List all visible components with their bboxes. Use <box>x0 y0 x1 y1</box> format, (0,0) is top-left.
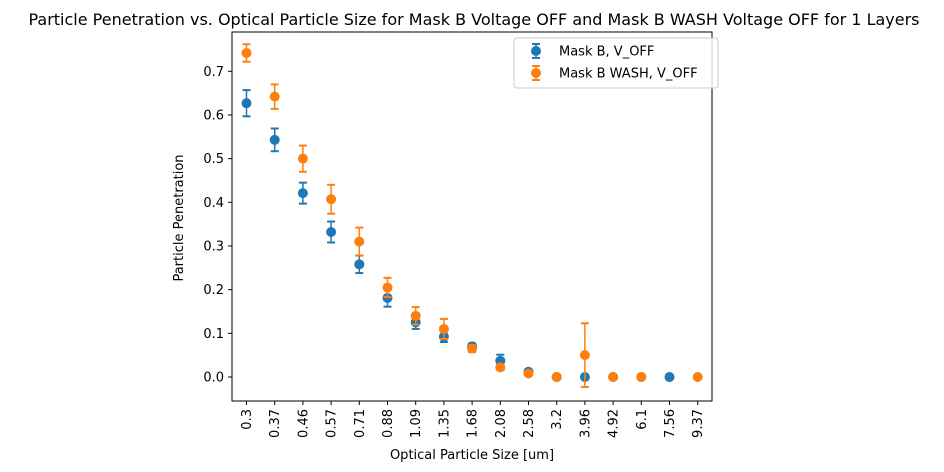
data-point <box>467 343 478 354</box>
y-tick-label: 0.5 <box>203 152 224 167</box>
data-point <box>410 310 421 321</box>
y-tick-label: 0.0 <box>203 370 224 385</box>
data-point <box>551 371 562 382</box>
legend-box <box>513 37 719 89</box>
x-tick-label: 0.37 <box>268 409 283 438</box>
y-tick-label: 0.4 <box>203 196 224 211</box>
data-point <box>354 236 365 247</box>
data-point <box>269 91 280 102</box>
data-point <box>326 227 337 238</box>
legend-label: Mask B WASH, V_OFF <box>559 67 698 82</box>
legend-marker <box>531 46 541 56</box>
legend-marker <box>531 68 541 78</box>
data-point <box>579 350 590 361</box>
series-1 <box>241 89 675 382</box>
data-point <box>297 153 308 164</box>
data-point <box>692 371 703 382</box>
data-point <box>495 362 506 373</box>
x-tick-label: 0.46 <box>296 409 311 438</box>
data-point <box>241 98 252 109</box>
x-tick-label: 1.68 <box>466 409 481 438</box>
y-tick-label: 0.7 <box>203 65 224 80</box>
x-tick-label: 7.56 <box>663 409 678 438</box>
data-point <box>297 188 308 199</box>
data-point <box>326 194 337 205</box>
x-tick-label: 3.2 <box>550 409 565 430</box>
data-point <box>664 371 675 382</box>
y-tick-label: 0.1 <box>203 327 224 342</box>
y-axis-label: Particle Penetration <box>172 154 187 281</box>
data-point <box>354 259 365 270</box>
x-tick-label: 4.92 <box>607 409 622 438</box>
x-tick-label: 6.1 <box>635 409 650 430</box>
y-tick-label: 0.3 <box>203 239 224 254</box>
chart-title: Particle Penetration vs. Optical Particl… <box>28 10 919 29</box>
x-tick-label: 0.88 <box>381 409 396 438</box>
legend-label: Mask B, V_OFF <box>559 45 654 60</box>
series-layer <box>241 43 703 389</box>
y-axis: 0.0 0.1 0.2 0.3 0.4 0.5 0.6 0.7 <box>203 65 232 385</box>
data-point <box>269 134 280 145</box>
x-axis-label: Optical Particle Size [um] <box>390 448 554 463</box>
x-tick-label: 0.3 <box>240 409 255 430</box>
x-tick-label: 2.08 <box>494 409 509 438</box>
data-point <box>608 371 619 382</box>
x-tick-label: 0.57 <box>325 409 340 438</box>
data-point <box>382 282 393 293</box>
legend: Mask B, V_OFF Mask B WASH, V_OFF <box>513 37 719 89</box>
y-tick-label: 0.2 <box>203 283 224 298</box>
x-tick-label: 1.09 <box>409 409 424 438</box>
x-axis: 0.3 0.37 0.46 0.57 0.71 0.88 1.09 1.35 1.68 2.08 2… <box>240 401 706 438</box>
x-tick-label: 1.35 <box>437 409 452 438</box>
data-point <box>523 368 534 379</box>
data-point <box>636 371 647 382</box>
x-tick-label: 0.71 <box>353 409 368 438</box>
y-tick-label: 0.6 <box>203 108 224 123</box>
x-tick-label: 9.37 <box>691 409 706 438</box>
data-point <box>241 47 252 58</box>
x-tick-label: 3.96 <box>578 409 593 438</box>
data-point <box>438 323 449 334</box>
series-2 <box>241 43 703 389</box>
x-tick-label: 2.58 <box>522 409 537 438</box>
